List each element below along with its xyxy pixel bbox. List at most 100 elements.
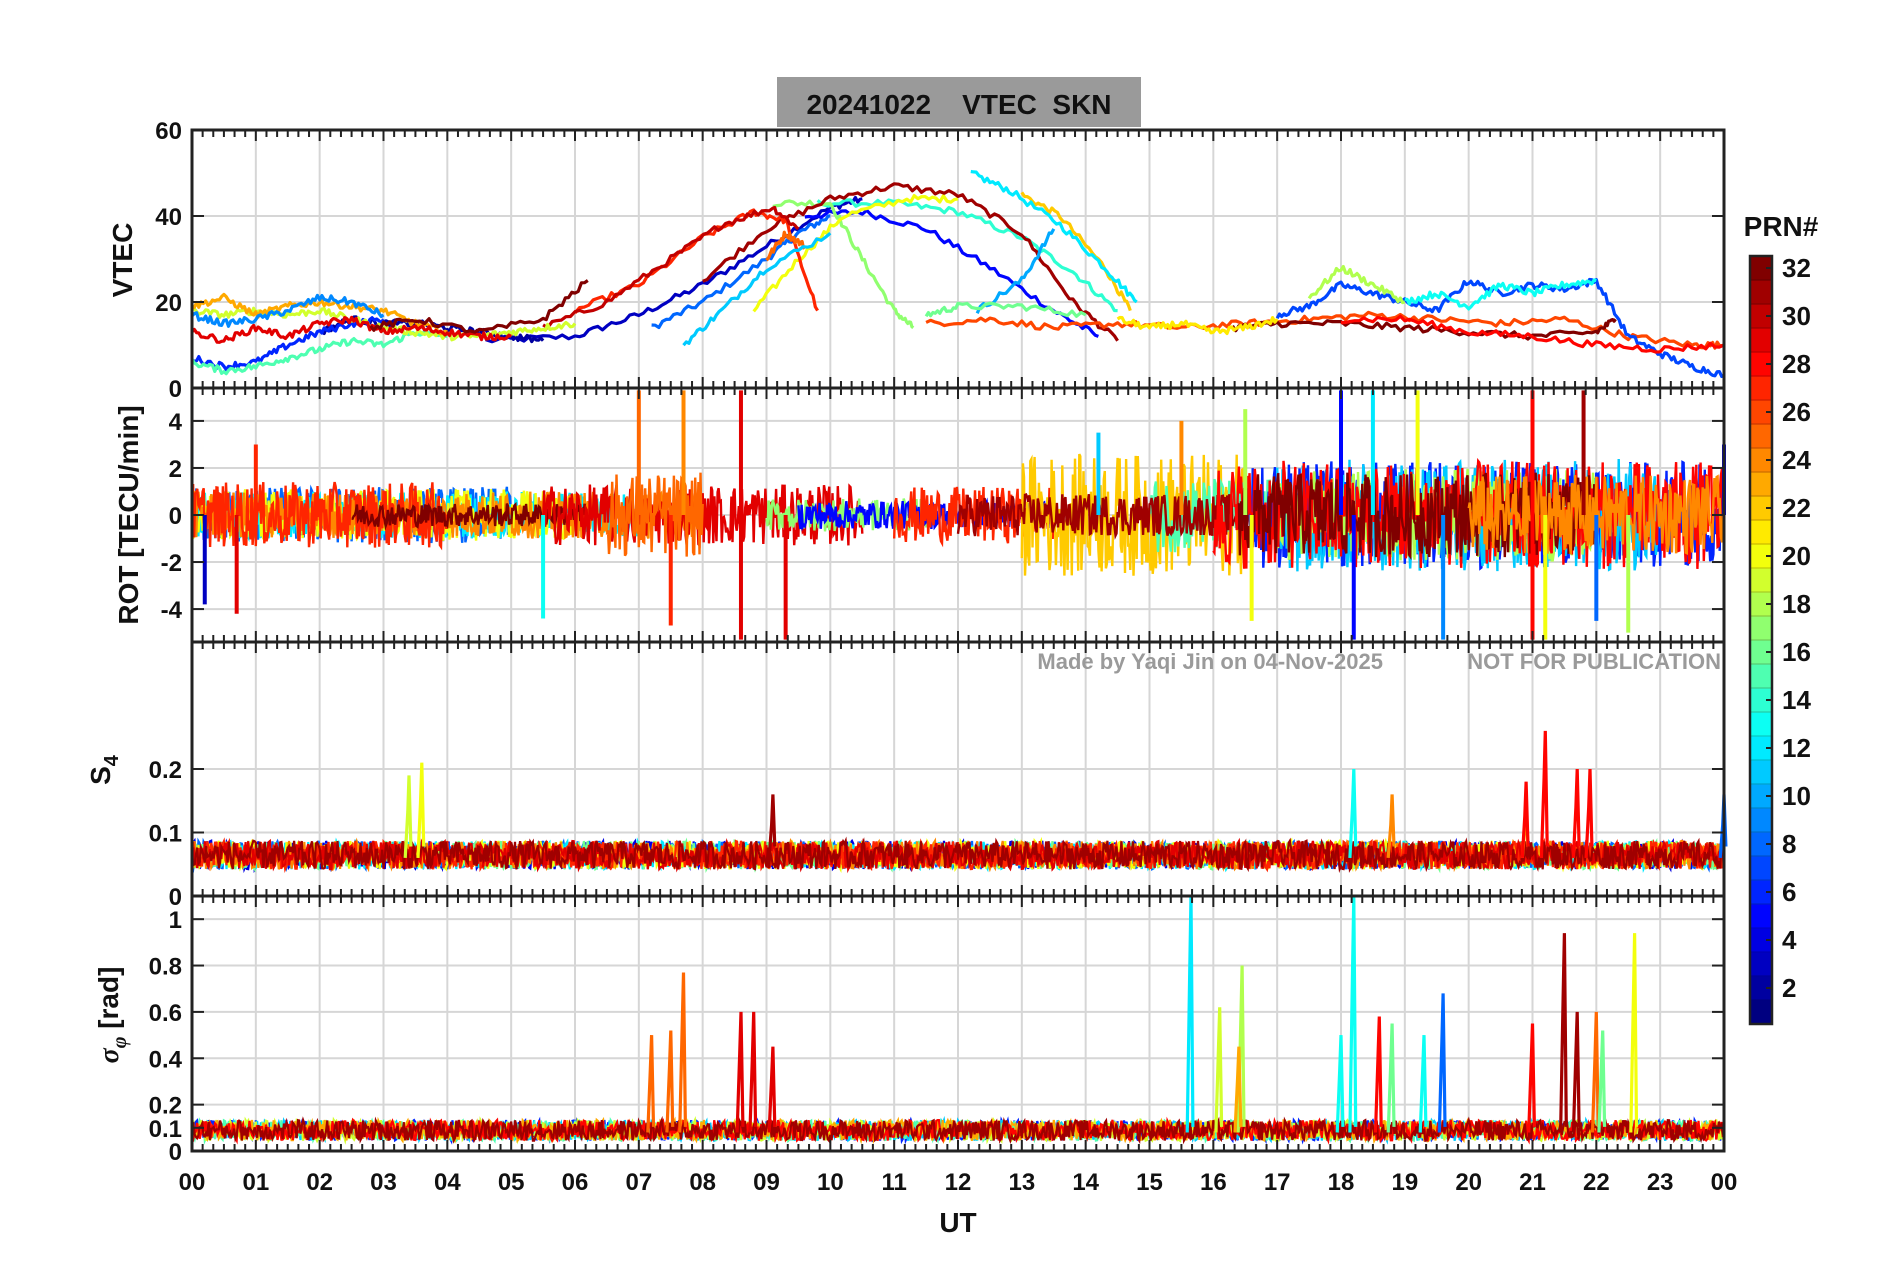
vtec-series-line xyxy=(702,182,1119,342)
x-tick-label: 20 xyxy=(1455,1169,1482,1196)
x-tick-label: 18 xyxy=(1328,1169,1355,1196)
vtec-series-line xyxy=(1020,191,1132,312)
x-tick-label: 00 xyxy=(1711,1169,1738,1196)
vtec-series-line xyxy=(1116,315,1279,336)
sigma-phi-grid xyxy=(192,896,1724,1151)
rot-ylabel: ROT [TECU/min] xyxy=(113,405,144,624)
rot-series-line xyxy=(1237,472,1598,561)
colorbar-tick-label: 18 xyxy=(1782,589,1811,619)
y-tick-label: 0.6 xyxy=(149,1000,182,1027)
rot-series-line xyxy=(1020,453,1247,576)
sigma-phi-ylabel: σφ [rad] xyxy=(93,967,131,1064)
colorbar-tick-label: 22 xyxy=(1782,493,1811,523)
sig-spike xyxy=(1590,1011,1600,1133)
vtec-series-line xyxy=(924,301,1087,318)
s4-spike xyxy=(1571,768,1581,858)
x-tick-labels: 00 01 02 03 04 05 06 07 08 09 10 11 12 13 14 15 16 17 18 19… xyxy=(179,1169,1738,1196)
x-tick-label: 13 xyxy=(1008,1169,1035,1196)
s4-spike xyxy=(1520,781,1530,858)
y-tick-label: 0.1 xyxy=(149,821,182,848)
x-tick-label: 05 xyxy=(498,1169,525,1196)
sig-spike xyxy=(1335,1035,1345,1133)
colorbar-tick-label: 8 xyxy=(1782,829,1796,859)
x-tick-label: 14 xyxy=(1072,1169,1099,1196)
vtec-series-line xyxy=(190,315,512,344)
colorbar-swatch xyxy=(1750,976,1772,1001)
colorbar-swatch xyxy=(1750,280,1772,305)
rot-series-line xyxy=(541,483,864,549)
sig-series-line xyxy=(190,1115,1726,1145)
x-tick-label: 04 xyxy=(434,1169,461,1196)
s4-series xyxy=(190,730,1728,874)
colorbar-label: PRN# xyxy=(1744,211,1819,242)
x-tick-label: 21 xyxy=(1519,1169,1546,1196)
sig-spike xyxy=(646,1035,656,1133)
colorbar-tick-label: 4 xyxy=(1782,925,1797,955)
x-axis-label: UT xyxy=(939,1207,976,1238)
sig-spike xyxy=(748,1011,758,1133)
sig-spike xyxy=(1571,1011,1581,1133)
x-tick-label: 00 xyxy=(179,1169,206,1196)
colorbar-tick-label: 30 xyxy=(1782,301,1811,331)
s4-spike xyxy=(1386,794,1396,859)
sig-spike xyxy=(1418,1035,1428,1133)
colorbar-swatch xyxy=(1750,928,1772,953)
sig-spike xyxy=(1629,933,1639,1133)
title-banner xyxy=(777,77,1141,127)
vtec-panel: 0 20 40 60 VTEC xyxy=(107,118,1726,403)
rot-series-line xyxy=(956,492,1279,540)
x-tick-label: 10 xyxy=(817,1169,844,1196)
colorbar-swatch xyxy=(1750,328,1772,353)
x-tick-label: 23 xyxy=(1647,1169,1674,1196)
colorbar-swatch xyxy=(1750,520,1772,545)
s4-spike xyxy=(1539,730,1549,858)
colorbar-tick-label: 32 xyxy=(1782,253,1811,283)
rot-series xyxy=(190,390,1726,640)
s4-spike xyxy=(416,762,426,858)
sigma-phi-axes: 00.10.2 0.4 0.6 0.8 1 xyxy=(149,894,1726,1166)
x-tick-label: 02 xyxy=(306,1169,333,1196)
vtec-series-line xyxy=(772,199,915,330)
x-tick-label: 12 xyxy=(945,1169,972,1196)
x-tick-label: 09 xyxy=(753,1169,780,1196)
vtec-series-line xyxy=(816,198,1118,313)
colorbar-swatch xyxy=(1750,424,1772,449)
sig-spike xyxy=(678,972,687,1133)
colorbar-swatch xyxy=(1750,688,1772,713)
vtec-series-line xyxy=(682,231,832,347)
colorbar-tick-label: 24 xyxy=(1782,445,1811,475)
vtec-series-line xyxy=(369,279,589,334)
colorbar-tick-label: 6 xyxy=(1782,877,1796,907)
colorbar-swatch xyxy=(1750,568,1772,593)
s4-spike xyxy=(1348,768,1358,858)
x-tick-label: 06 xyxy=(562,1169,589,1196)
vtec-series-line xyxy=(191,292,448,336)
colorbar-swatch xyxy=(1750,376,1772,401)
colorbar-swatch xyxy=(1750,592,1772,617)
colorbar-swatch xyxy=(1750,496,1772,521)
colorbar-swatch xyxy=(1750,448,1772,473)
colorbar-tick-label: 20 xyxy=(1782,541,1811,571)
watermark-notice: NOT FOR PUBLICATION xyxy=(1467,649,1721,674)
colorbar-tick-label: 28 xyxy=(1782,349,1811,379)
colorbar-tick-label: 26 xyxy=(1782,397,1811,427)
x-tick-label: 19 xyxy=(1391,1169,1418,1196)
y-tick-label: -2 xyxy=(161,550,182,577)
colorbar-swatch xyxy=(1750,904,1772,929)
rot-panel: -4 -2 0 2 4 ROT [TECU/min] xyxy=(113,386,1726,644)
colorbar-swatch xyxy=(1750,352,1772,377)
y-tick-label: 0.2 xyxy=(149,1093,182,1120)
colorbar-frame xyxy=(1748,254,1774,1026)
y-tick-label: 1 xyxy=(169,907,182,934)
colorbar-swatch xyxy=(1750,640,1772,665)
colorbar-swatch xyxy=(1750,832,1772,857)
y-tick-label: 0 xyxy=(169,503,182,530)
colorbar-swatch xyxy=(1750,856,1772,881)
colorbar-swatch xyxy=(1750,256,1772,281)
sig-spike xyxy=(1386,1023,1396,1133)
sig-spike xyxy=(1214,1007,1224,1133)
y-tick-label: -4 xyxy=(161,597,183,624)
sigma-phi-series xyxy=(190,895,1726,1145)
vtec-axes: 0 20 40 60 xyxy=(155,118,1726,403)
vtec-series-line xyxy=(190,293,385,328)
